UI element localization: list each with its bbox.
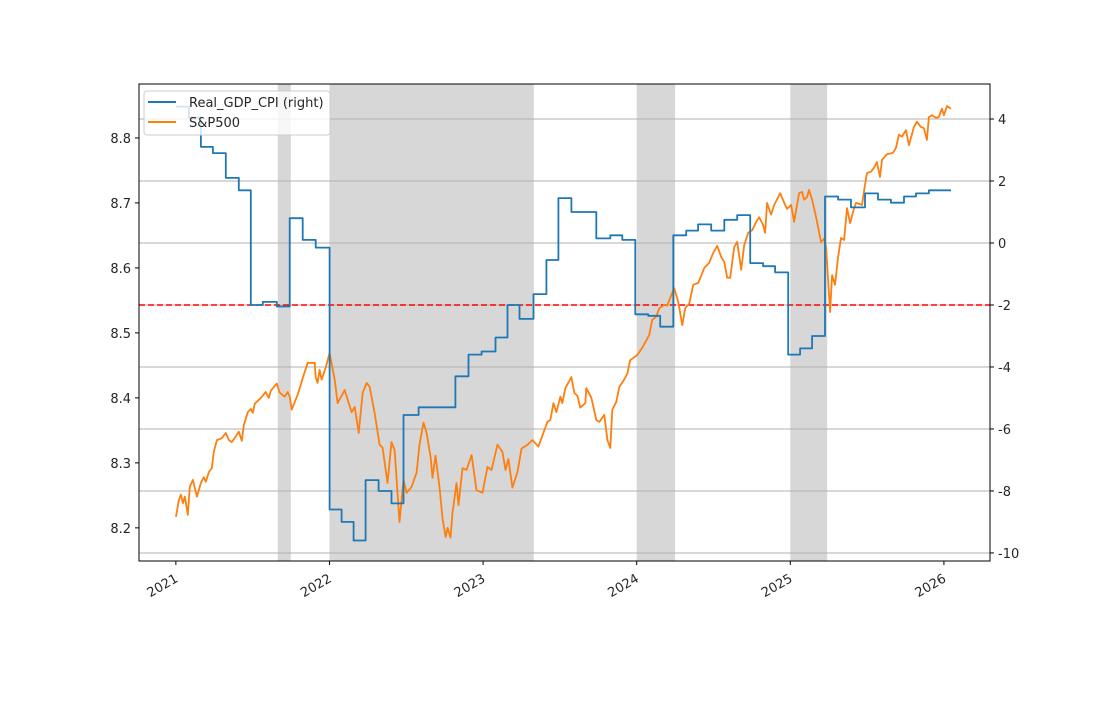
y-left-tick-label: 8.5 (110, 327, 131, 342)
series-real-gdp-cpi (175, 105, 951, 542)
legend-label-real-gdp-cpi: Real_GDP_CPI (right) (189, 96, 324, 111)
series-line (175, 105, 951, 542)
x-tick-label: 2024 (606, 571, 642, 601)
x-tick-label: 2025 (759, 571, 795, 601)
shaded-region (277, 84, 291, 561)
x-tick-label: 2023 (452, 571, 488, 601)
y-right-tick-label: -8 (998, 485, 1011, 500)
y-right-tick-label: -4 (998, 361, 1011, 376)
y-right-tick-label: -10 (998, 547, 1019, 562)
shaded-region (790, 84, 828, 561)
y-left-tick-label: 8.4 (110, 392, 131, 407)
gridlines (139, 118, 990, 554)
y-right-tick-label: 4 (998, 113, 1006, 128)
y-left-tick-label: 8.8 (110, 132, 131, 147)
y-axis-right: -10 -8 -6 -4 -2 0 2 4 (990, 113, 1019, 562)
series-line (175, 105, 952, 539)
plot-frame (138, 83, 991, 562)
y-right-tick-label: 2 (998, 175, 1006, 190)
x-tick-label: 2026 (913, 571, 949, 601)
shaded-region (636, 84, 676, 561)
series-sp500 (175, 105, 952, 539)
legend: Real_GDP_CPI (right) S&P500 (143, 90, 331, 136)
y-right-tick-label: -2 (998, 299, 1011, 314)
legend-label-sp500: S&P500 (189, 116, 240, 131)
x-tick-label: 2021 (145, 571, 181, 601)
y-left-tick-label: 8.6 (110, 262, 131, 277)
x-tick-label: 2022 (298, 571, 334, 601)
y-left-tick-label: 8.2 (110, 522, 131, 537)
shaded-region (329, 84, 534, 561)
y-axis-left: 8.2 8.3 8.4 8.5 8.6 8.7 8.8 (110, 132, 139, 537)
y-left-tick-label: 8.3 (110, 457, 131, 472)
y-left-tick-label: 8.7 (110, 197, 131, 212)
y-right-tick-label: 0 (998, 237, 1006, 252)
y-right-tick-label: -6 (998, 423, 1011, 438)
legend-box (143, 90, 331, 136)
x-axis: 2021 2022 2023 2024 2025 2026 (145, 561, 949, 601)
shaded-regions (277, 84, 828, 561)
